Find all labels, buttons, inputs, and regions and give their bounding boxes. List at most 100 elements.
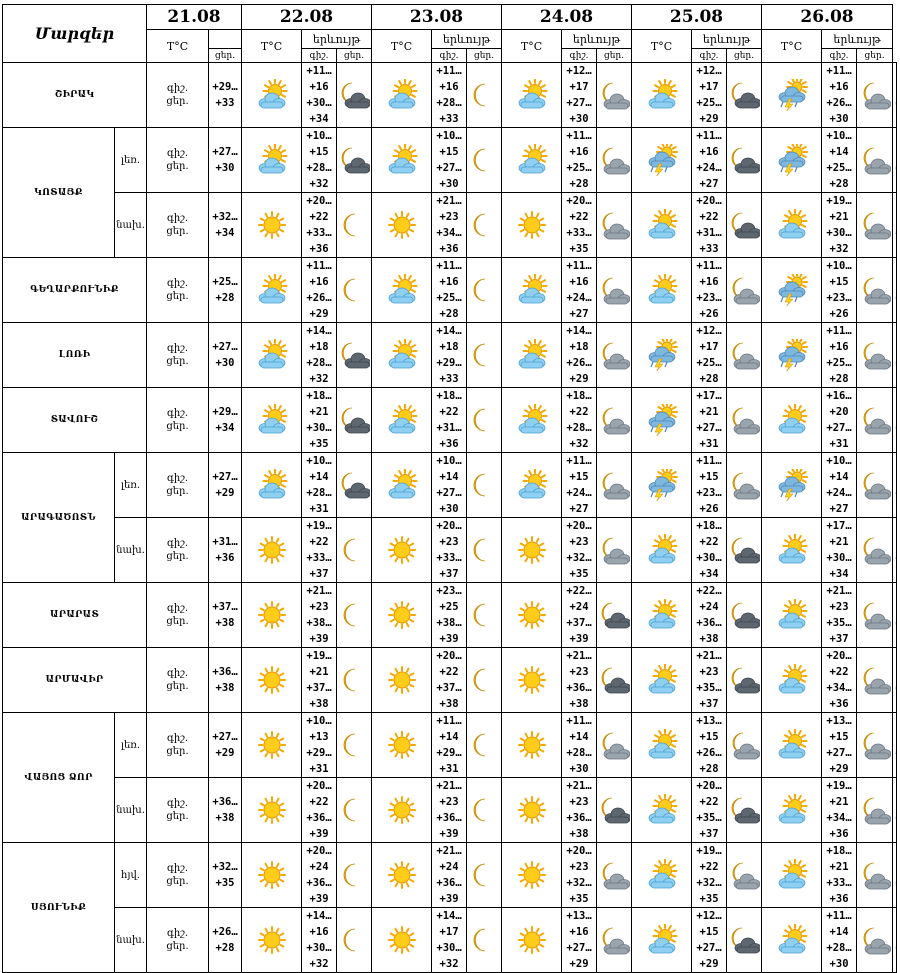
sun-icon — [502, 729, 561, 761]
weather-icon-cell — [372, 63, 432, 128]
weather-icon-cell — [893, 518, 897, 583]
weather-icon-cell — [857, 843, 893, 908]
sun-cloud-icon — [893, 339, 896, 371]
moon-cloud-icon — [597, 144, 631, 176]
temp-range: +19…+21+30…+32 — [822, 193, 857, 258]
weather-icon-cell — [372, 908, 432, 973]
sun-cloud-icon — [762, 729, 821, 761]
day-temp: +33…+37 — [432, 550, 466, 582]
temp-range: +19…+22+33…+37 — [302, 518, 337, 583]
weather-icon-cell — [727, 843, 762, 908]
moon-cloud-icon — [727, 339, 761, 371]
night-temp: +21…+23 — [432, 778, 466, 810]
sun-cloud-icon — [242, 339, 301, 371]
temp-range: +14…+17+30…+32 — [432, 908, 467, 973]
sun-cloud-icon — [502, 79, 561, 111]
weather-icon-cell — [597, 193, 632, 258]
weather-icon-cell — [337, 193, 372, 258]
day-night-label: գիշ.ցեր. — [147, 713, 209, 778]
weather-icon-cell — [242, 63, 302, 128]
weather-icon-cell — [857, 63, 893, 128]
weather-icon-cell — [242, 323, 302, 388]
regions-header: Մարզեր — [3, 5, 147, 63]
temp-range: +10…+14+24…+27 — [822, 453, 857, 518]
moon-cloud-icon — [597, 209, 631, 241]
day-temp: +28…+32 — [562, 420, 596, 452]
temp-range: +18…+22+30…+34 — [692, 518, 727, 583]
sun-cloud-icon — [893, 79, 896, 111]
weather-icon-cell — [467, 778, 502, 843]
moon-cloud-icon — [597, 404, 631, 436]
night-temp: +19…+22 — [692, 843, 726, 875]
temp-range: +20…+22+31…+33 — [692, 193, 727, 258]
night-temp: +11…+16 — [302, 258, 336, 290]
sun-icon — [242, 859, 301, 891]
sun-icon — [372, 664, 431, 696]
weather-icon-cell — [632, 323, 692, 388]
weather-icon-cell — [893, 583, 897, 648]
day-subheader: ցեր. — [209, 49, 242, 63]
table-row: նախ.գիշ.ցեր.+26…+28+14…+16+30…+32+14…+17… — [3, 908, 897, 973]
day-temp: +34…+36 — [822, 680, 856, 712]
temp-range: +22…+24+36…+38 — [692, 583, 727, 648]
temp-range: +12…+17+27…+30 — [562, 63, 597, 128]
day-temp: +37…+39 — [562, 615, 596, 647]
weather-icon-cell — [597, 128, 632, 193]
day-temp: +25…+28 — [822, 355, 856, 387]
sun-icon — [372, 534, 431, 566]
moon-icon — [467, 144, 501, 176]
weather-icon-cell — [857, 388, 893, 453]
zone-label: նախ. — [115, 908, 147, 973]
night-label: գիշ. — [147, 407, 208, 420]
temp-range: +19…+21+37…+38 — [302, 648, 337, 713]
moon-icon — [467, 859, 501, 891]
night-temp: +12…+17 — [562, 63, 596, 95]
weather-icon-cell — [727, 388, 762, 453]
day-temp: +23…+26 — [692, 290, 726, 322]
night-temp: +20…+22 — [822, 648, 856, 680]
sun-cloud-icon — [242, 79, 301, 111]
sun-cloud-icon — [893, 144, 896, 176]
temp-range: +20…+23+33…+37 — [432, 518, 467, 583]
temp-range: +11…+16+23…+26 — [692, 258, 727, 323]
temp-range: +21…+23+34…+36 — [432, 193, 467, 258]
date-header: 24.08 — [502, 5, 632, 30]
temp-range: +12…+17+25…+29 — [692, 63, 727, 128]
weather-icon-cell — [242, 843, 302, 908]
temp-range: +19…+21+34…+36 — [822, 778, 857, 843]
night-label: գիշ. — [147, 147, 208, 160]
moon-cloud-icon — [597, 274, 631, 306]
temp-range: +10…+14+28…+31 — [302, 453, 337, 518]
moon-cloud-icon — [727, 469, 761, 501]
day-temp: +28…+30 — [562, 745, 596, 777]
day-temp: +24…+27 — [692, 160, 726, 192]
region-name: ԱՐՄԱՎԻՐ — [3, 648, 147, 713]
sun-icon — [372, 209, 431, 241]
day-temp: +35…+37 — [822, 615, 856, 647]
night-temp: +11…+14 — [432, 713, 466, 745]
weather-icon-cell — [893, 453, 897, 518]
day-temp: +36…+38 — [692, 615, 726, 647]
day-temp: +27…+30 — [562, 95, 596, 127]
weather-icon-cell — [762, 843, 822, 908]
thunderstorm-icon — [762, 144, 821, 176]
weather-icon-cell — [467, 258, 502, 323]
weather-icon-cell — [762, 583, 822, 648]
weather-icon-cell — [337, 518, 372, 583]
moon-dark-cloud-icon — [337, 404, 371, 436]
moon-dark-cloud-icon — [597, 599, 631, 631]
sun-cloud-icon — [762, 859, 821, 891]
temp-range: +10…+15+23…+26 — [822, 258, 857, 323]
sun-icon — [242, 209, 301, 241]
night-temp: +10…+15 — [432, 128, 466, 160]
sun-icon — [242, 794, 301, 826]
zone-label: լեռ. — [115, 713, 147, 778]
sun-icon — [242, 729, 301, 761]
day-label: ցեր. — [147, 550, 208, 563]
weather-icon-cell — [372, 583, 432, 648]
night-temp: +21…+23 — [562, 778, 596, 810]
night-label: գիշ. — [147, 82, 208, 95]
weather-icon-cell — [467, 843, 502, 908]
